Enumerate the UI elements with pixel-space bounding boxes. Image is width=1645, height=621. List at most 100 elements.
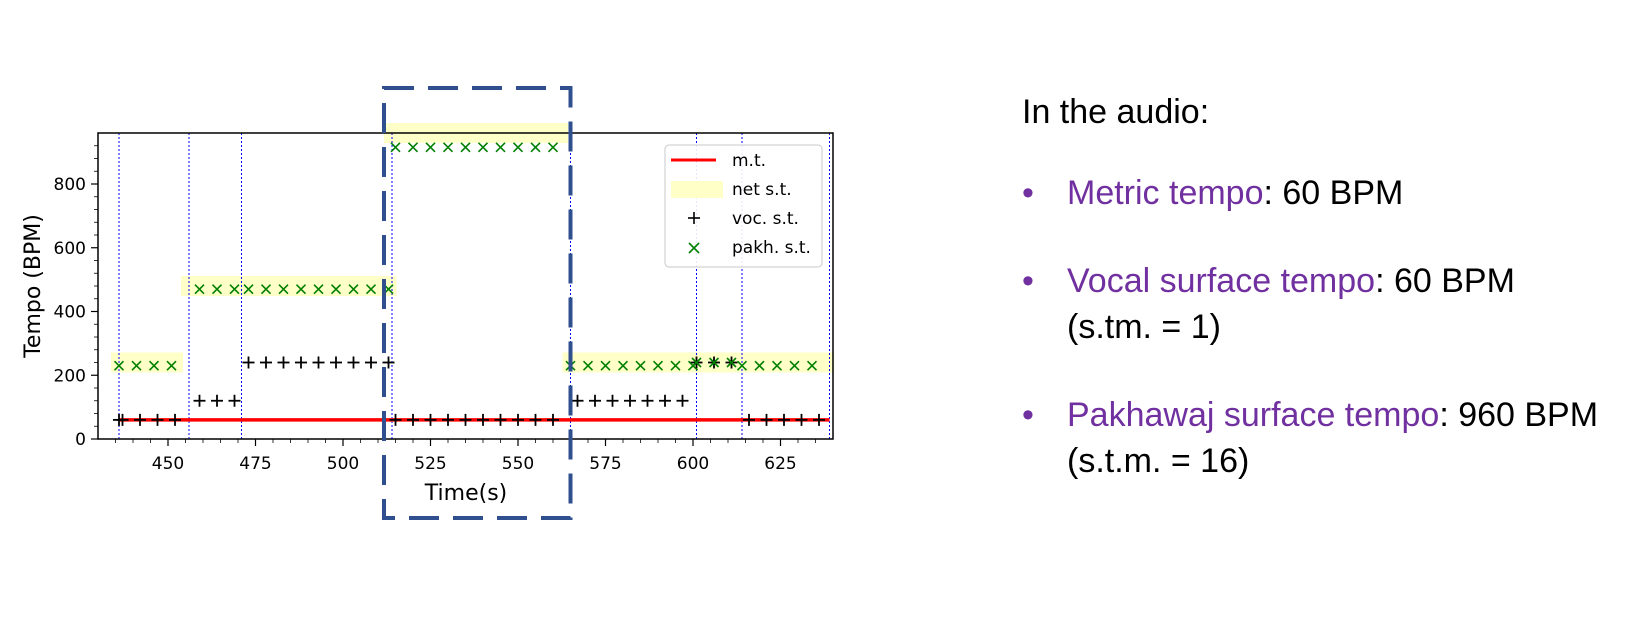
vocal-marker [624,394,636,407]
y-tick-label: 0 [75,430,86,450]
vocal-marker [529,413,542,426]
pakhawaj-marker [407,142,419,153]
pakhawaj-marker [295,284,307,295]
pakhawaj-marker [691,357,702,368]
vocal-marker [330,356,342,369]
vocal-marker [795,413,808,426]
pakhawaj-marker [425,142,436,153]
list-item: • Metric tempo: 60 BPM [1022,170,1642,216]
y-tick-label: 600 [54,239,86,259]
pakhawaj-marker [365,284,377,295]
legend: m.t. net s.t. voc. s.t. pakh. s.t. [664,144,823,268]
y-axis-label: Tempo (BPM) [21,214,46,359]
pakhawaj-marker [617,360,629,371]
pakhawaj-marker-b [708,357,720,368]
bullet-icon: • [1022,396,1034,434]
pakhawaj-marker [148,360,160,371]
vocal-marker [547,413,559,426]
legend-metric-label: m.t. [732,151,766,171]
vocal-marker [134,413,146,426]
pakhawaj-marker [211,284,223,295]
pakhawaj-marker-b [736,360,748,371]
x-tick-label: 450 [152,454,184,474]
pakhawaj-marker-b [530,142,541,153]
net-band [181,276,243,296]
pakhawaj-marker-b [495,142,506,153]
pakhawaj-marker-b [460,142,471,153]
pakhawaj-marker [789,360,800,371]
net-band [111,352,183,373]
y-tick-label: 800 [54,175,86,195]
y-tick-label: 200 [54,366,86,386]
vocal-marker [512,413,524,426]
pakhawaj-marker-b [365,284,377,295]
pakhawaj-surface-tempo-markers [113,142,818,371]
x-tick-label: 575 [589,454,621,474]
pakhawaj-marker-b [547,142,559,153]
pakhawaj-marker [495,142,506,153]
x-axis-label: Time(s) [424,481,507,506]
pakhawaj-marker [166,360,177,371]
pakhawaj-marker [229,284,240,295]
vocal-marker [813,413,825,426]
vocal-surface-tempo-markers [113,356,825,426]
pakhawaj-marker-b [131,360,142,371]
pakhawaj-marker-b [635,360,646,371]
legend-net-label: net s.t. [732,180,792,200]
term-metric-tempo: Metric tempo [1067,174,1264,212]
pakhawaj-marker-b [348,284,359,295]
pakhawaj-marker [442,142,454,153]
legend-pakhawaj-label: pakh. s.t. [732,238,811,258]
pakhawaj-marker-b [278,284,289,295]
intro-text: In the audio: [1022,93,1210,131]
list-item: • Pakhawaj surface tempo: 960 BPM (s.t.m… [1022,392,1642,484]
description-panel: In the audio: • Metric tempo: 60 BPM • V… [1022,92,1642,526]
vocal-marker [242,356,255,369]
term-vocal-surface-tempo: Vocal surface tempo [1067,262,1376,300]
vocal-marker [116,413,129,426]
pakhawaj-marker-b [166,360,177,371]
net-band [734,352,834,373]
legend-box [664,144,823,268]
value-vocal-surface-tempo: : 60 BPM [1375,262,1515,300]
pakhawaj-marker [635,360,646,371]
pakhawaj-marker-b [789,360,800,371]
pakhawaj-marker-b [407,142,419,153]
vocal-marker [424,413,437,426]
pakhawaj-marker [530,142,541,153]
pakhawaj-marker [260,284,272,295]
pakhawaj-marker-b [691,357,702,368]
axes: 450 475 500 525 550 575 600 625 0 200 400 600 800 [54,145,816,474]
x-tick-label: 475 [239,454,271,474]
legend-vocal-label: voc. s.t. [732,209,799,229]
pakhawaj-marker [600,360,611,371]
vocal-marker [494,413,507,426]
pakhawaj-marker-b [243,284,254,295]
x-tick-label: 500 [327,454,359,474]
pakhawaj-marker [547,142,559,153]
pakhawaj-marker-b [582,360,594,371]
pakhawaj-marker [330,284,342,295]
y-tick-label: 400 [54,303,86,323]
pakhawaj-marker-b [442,142,454,153]
vocal-marker [407,413,419,426]
pakhawaj-marker-b [726,357,737,368]
pakhawaj-marker-b [194,284,205,295]
bullet-icon: • [1022,174,1034,212]
pakhawaj-marker [708,357,720,368]
pakhawaj-marker-b [229,284,240,295]
vocal-marker [277,356,290,369]
vocal-marker [151,413,164,426]
vocal-marker [347,356,360,369]
vocal-marker [589,394,601,407]
vocal-marker [382,356,395,369]
term-pakhawaj-surface-tempo: Pakhawaj surface tempo [1067,396,1440,434]
vocal-marker [169,413,181,426]
pakhawaj-marker [278,284,289,295]
vocal-marker [676,394,689,407]
pakhawaj-marker [390,142,401,153]
vocal-marker [606,394,619,407]
vocal-marker [743,413,755,426]
pakhawaj-marker-b [313,284,324,295]
pakhawaj-marker-b [260,284,272,295]
